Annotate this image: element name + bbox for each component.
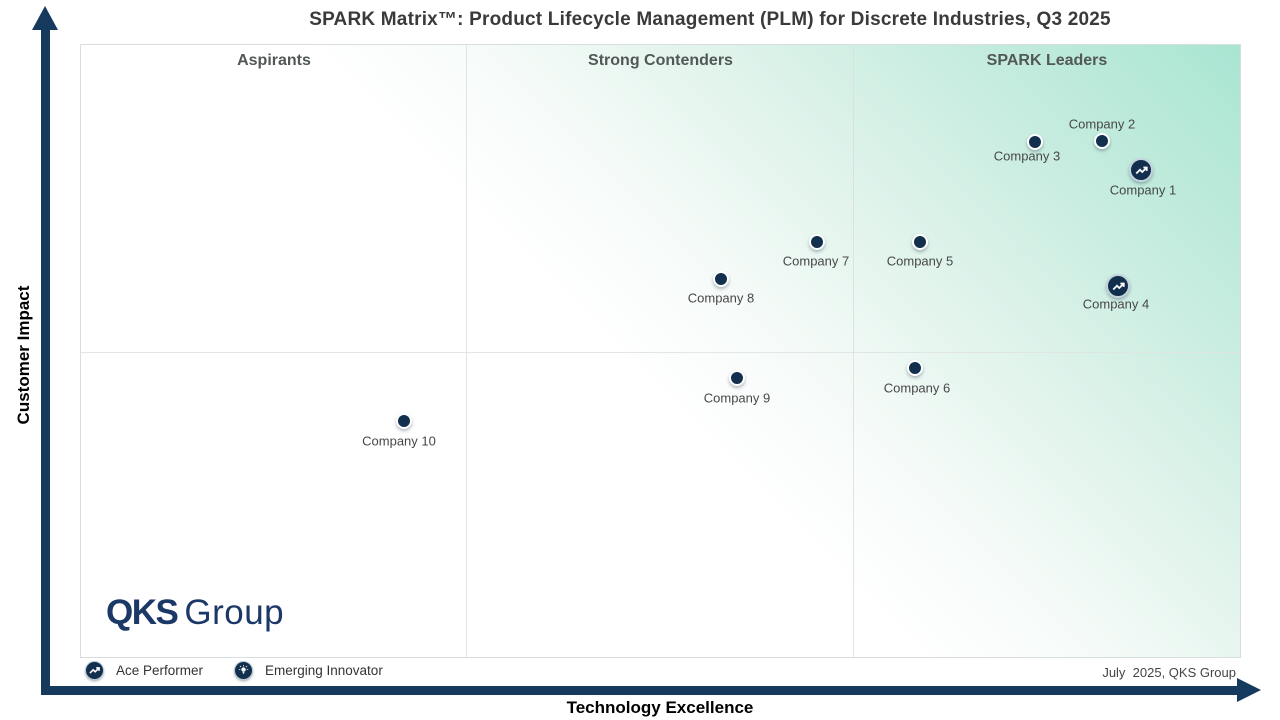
company-label: Company 8 bbox=[687, 290, 755, 306]
y-axis-label: Customer Impact bbox=[14, 285, 33, 425]
legend-label-emerging-innovator: Emerging Innovator bbox=[265, 662, 383, 678]
company-marker-ace-performer bbox=[1106, 274, 1130, 298]
y-axis-arrowhead-icon bbox=[32, 6, 58, 30]
emerging-innovator-icon bbox=[234, 660, 253, 680]
company-label: Company 2 bbox=[1068, 116, 1136, 132]
company-label: Company 10 bbox=[362, 433, 436, 449]
column-divider-left bbox=[466, 45, 467, 657]
date-footnote: July 2025, QKS Group bbox=[1102, 665, 1236, 680]
ace-performer-icon bbox=[85, 660, 104, 680]
logo-text-group: Group bbox=[184, 593, 285, 632]
company-marker-dot bbox=[396, 413, 412, 429]
quadrant-label-aspirants: Aspirants bbox=[237, 52, 311, 69]
company-marker-dot bbox=[729, 370, 745, 386]
company-label: Company 5 bbox=[886, 253, 954, 269]
company-marker-ace-performer bbox=[1129, 158, 1153, 182]
row-divider bbox=[81, 352, 1240, 353]
logo-text-qks: QKS bbox=[106, 593, 179, 632]
company-marker-dot bbox=[713, 271, 729, 287]
x-axis-label: Technology Excellence bbox=[566, 698, 754, 717]
company-label: Company 1 bbox=[1109, 182, 1177, 198]
quadrant-label-strong-contenders: Strong Contenders bbox=[588, 52, 733, 69]
company-label: Company 7 bbox=[782, 253, 850, 269]
company-label: Company 4 bbox=[1082, 296, 1150, 312]
column-divider-right bbox=[853, 45, 854, 657]
company-marker-dot bbox=[907, 360, 923, 376]
company-marker-dot bbox=[1027, 134, 1043, 150]
quadrant-label-spark-leaders: SPARK Leaders bbox=[986, 52, 1108, 69]
y-axis-line bbox=[41, 28, 50, 695]
company-marker-dot bbox=[912, 234, 928, 250]
legend-item-ace-performer: Ace Performer bbox=[85, 659, 203, 681]
company-label: Company 9 bbox=[703, 390, 771, 406]
x-axis-arrowhead-icon bbox=[1237, 678, 1261, 702]
scatter-points-layer: Company 1 Company 2 Company 3 Company 4 Comp… bbox=[81, 45, 1240, 657]
company-label: Company 6 bbox=[883, 380, 951, 396]
x-axis-line bbox=[41, 686, 1239, 695]
legend-label-ace-performer: Ace Performer bbox=[116, 662, 204, 678]
legend-item-emerging-innovator: Emerging Innovator bbox=[234, 659, 383, 681]
company-marker-dot bbox=[1094, 133, 1110, 149]
matrix-plot-area: Aspirants Strong Contenders SPARK Leader… bbox=[80, 44, 1241, 658]
company-label: Company 3 bbox=[993, 148, 1061, 164]
chart-title: SPARK Matrix™: Product Lifecycle Managem… bbox=[309, 9, 1111, 30]
qks-group-logo: QKS Group bbox=[106, 595, 284, 630]
company-marker-dot bbox=[809, 234, 825, 250]
